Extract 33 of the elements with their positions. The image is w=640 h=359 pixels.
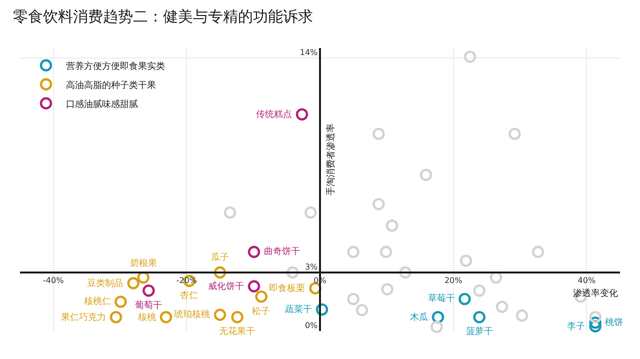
x-tick-label: 40%	[578, 276, 596, 285]
annotation: 无花果干	[219, 326, 255, 337]
annotation: 菠萝干	[466, 326, 493, 337]
annotation: 威化饼干	[208, 281, 244, 292]
chart-title: 零食饮料消费趋势二：健美与专精的功能诉求	[12, 7, 313, 26]
annotation: 松子	[252, 306, 270, 317]
legend-label: 营养方便方便即食果实类	[66, 60, 165, 72]
annotation: 琥珀核桃	[174, 309, 210, 320]
annotation: 草莓干	[428, 293, 455, 304]
y-tick-label: 14%	[300, 48, 318, 57]
annotation: 核桃	[137, 312, 156, 323]
annotation: 即食板栗	[269, 283, 305, 294]
annotation: 碧根果	[130, 258, 157, 269]
x-tick-label: -40%	[42, 276, 64, 285]
annotation: 果仁巧克力	[61, 312, 106, 323]
annotation: 瓜子	[211, 252, 229, 263]
annotation: 曲奇饼干	[264, 246, 300, 257]
annotation: 豆类制品	[87, 278, 123, 289]
annotation: 核桃仁	[83, 296, 111, 307]
annotation: 蔬菜干	[285, 304, 312, 315]
annotation: 葡萄干	[135, 300, 162, 311]
x-tick-label: 20%	[444, 276, 463, 285]
y-tick-label: 3%	[304, 262, 318, 272]
y-tick-label: 0%	[304, 321, 318, 330]
annotation: 传统糕点	[256, 109, 292, 120]
annotation: 木瓜	[410, 312, 428, 323]
annotation: 李子	[567, 321, 585, 332]
y-axis-title: 手淘消费者渗透率	[325, 124, 336, 196]
annotation: 杏仁	[180, 290, 198, 301]
x-axis-title: 渗透率变化	[573, 288, 618, 299]
legend-label: 高油高脂的种子类干果	[66, 80, 156, 91]
legend-label: 口感油腻味感甜腻	[66, 98, 138, 110]
annotation: 桃饼	[605, 317, 623, 328]
